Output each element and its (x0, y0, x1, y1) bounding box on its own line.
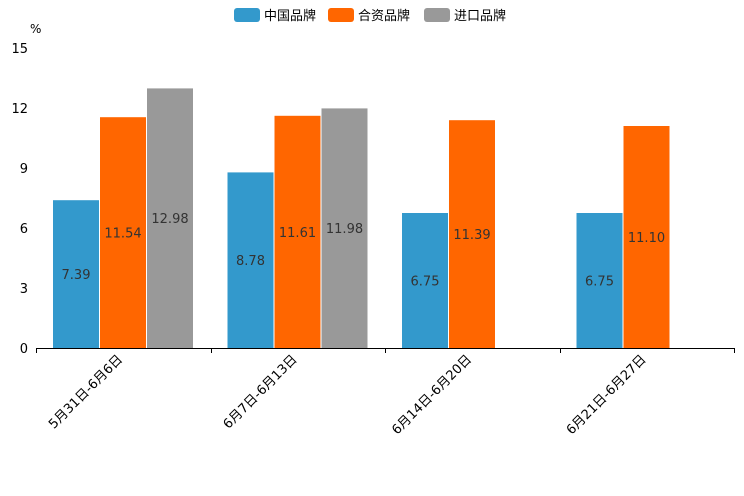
y-axis: 0 3 6 9 12 15 (11, 42, 28, 357)
y-tick-label-0: 0 (20, 342, 28, 357)
data-label-0-2: 6.75 (411, 275, 440, 290)
bar-1-3[interactable] (623, 126, 670, 348)
bar-2-1[interactable] (321, 108, 368, 349)
y-tick-label-1: 3 (20, 282, 28, 297)
bar-1-1[interactable] (274, 115, 321, 348)
data-label-0-0: 7.39 (62, 268, 91, 283)
x-category-label-2: 6月14日-6月20日 (389, 352, 475, 438)
legend-label-0[interactable]: 中国品牌 (264, 8, 316, 24)
data-label-2-1: 11.98 (326, 222, 363, 237)
legend-swatch-1[interactable] (328, 8, 354, 22)
bar-2-0[interactable] (147, 88, 193, 349)
data-label-1-3: 11.10 (628, 231, 665, 246)
data-label-2-0: 12.98 (151, 212, 188, 227)
data-label-1-1: 11.61 (279, 226, 316, 241)
bar-0-1[interactable] (227, 172, 274, 348)
legend: 中国品牌 合资品牌 进口品牌 (234, 8, 506, 24)
bar-1-2[interactable] (449, 120, 495, 348)
y-tick-label-4: 12 (11, 102, 28, 117)
legend-label-2[interactable]: 进口品牌 (454, 8, 506, 24)
bars-group: 7.39 11.54 12.98 8.78 11.61 11.98 6.75 11.39 6.7… (53, 88, 670, 349)
x-category-label-1: 6月7日-6月13日 (221, 352, 301, 432)
x-axis: 5月31日-6月6日 6月7日-6月13日 6月14日-6月20日 6月21日-6月2… (36, 348, 735, 438)
y-tick-label-3: 9 (20, 162, 28, 177)
bar-0-2[interactable] (402, 213, 448, 348)
bar-0-3[interactable] (576, 213, 623, 348)
y-axis-unit-label: % (30, 22, 41, 36)
x-category-label-0: 5月31日-6月6日 (46, 352, 126, 432)
data-label-0-1: 8.78 (236, 254, 265, 269)
data-label-1-2: 11.39 (453, 228, 490, 243)
bar-1-0[interactable] (100, 117, 146, 348)
x-category-label-3: 6月21日-6月27日 (564, 352, 650, 438)
data-label-1-0: 11.54 (104, 227, 141, 242)
legend-swatch-2[interactable] (424, 8, 450, 22)
y-tick-label-5: 15 (11, 42, 28, 57)
legend-swatch-0[interactable] (234, 8, 260, 22)
y-tick-label-2: 6 (20, 222, 28, 237)
bar-0-0[interactable] (53, 200, 99, 348)
legend-label-1[interactable]: 合资品牌 (358, 8, 410, 24)
data-label-0-3: 6.75 (585, 275, 614, 290)
